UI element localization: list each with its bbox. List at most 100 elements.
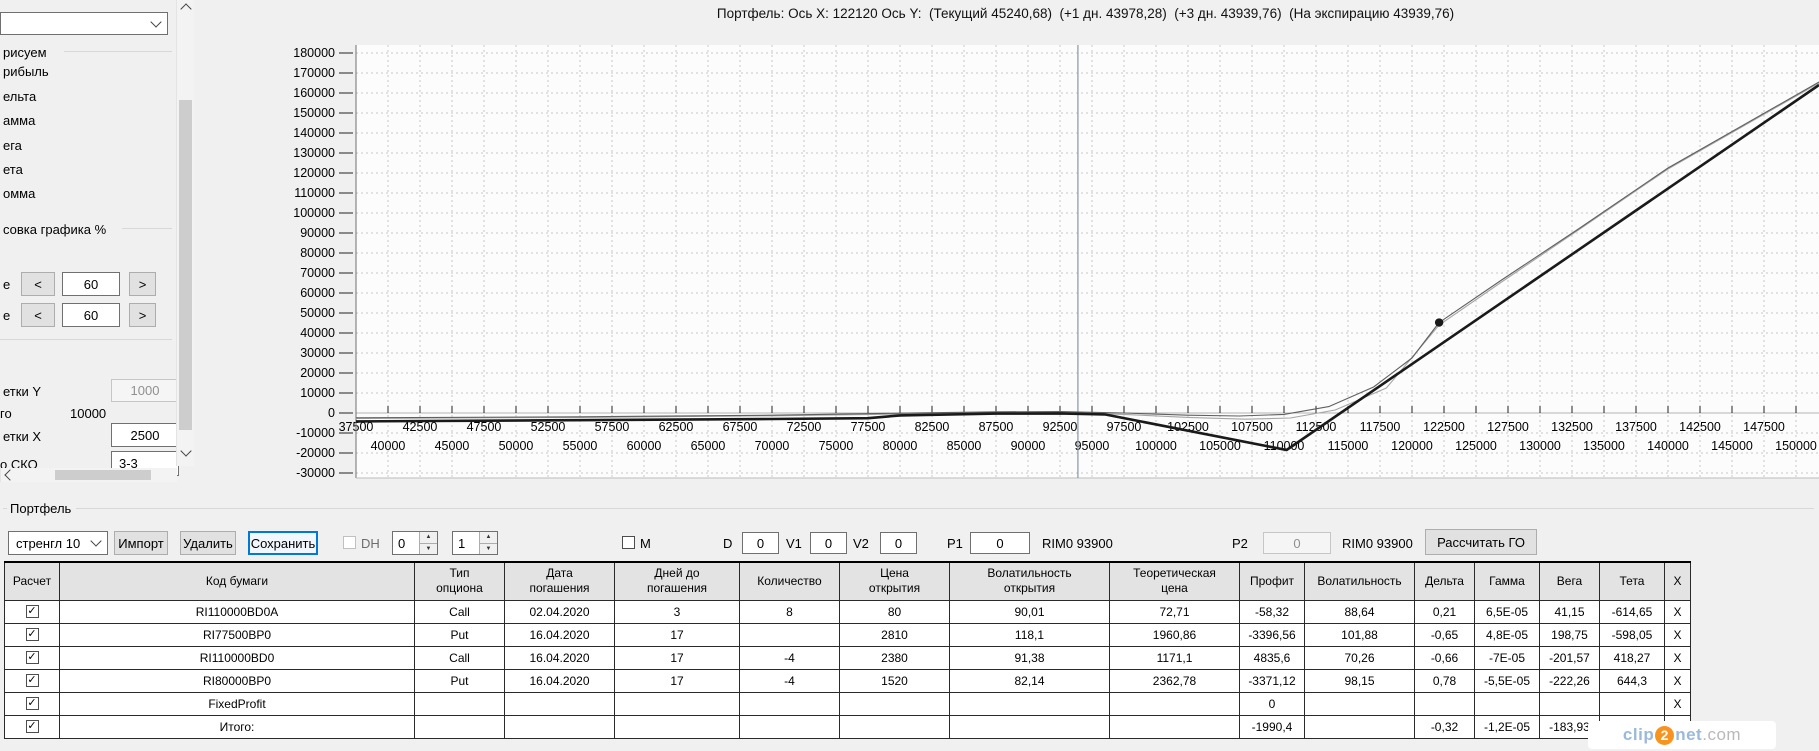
table-cell[interactable]: Call — [414, 645, 505, 670]
scroll-left-icon[interactable] — [1, 468, 16, 482]
table-cell[interactable]: 82,14 — [949, 668, 1110, 693]
draw-item-delta[interactable]: ельта — [3, 89, 37, 104]
calc-go-button[interactable]: Рассчитать ГО — [1425, 529, 1537, 555]
row-checkbox[interactable]: ✓ — [25, 697, 39, 710]
table-cell[interactable]: 644,3 — [1599, 668, 1665, 693]
table-cell[interactable]: 98,15 — [1304, 668, 1415, 693]
table-cell[interactable]: 4 — [739, 622, 840, 647]
table-cell[interactable] — [1109, 691, 1240, 716]
table-cell[interactable] — [1414, 691, 1475, 716]
table-cell[interactable]: 0 — [1239, 691, 1305, 716]
table-cell[interactable] — [839, 714, 950, 739]
table-cell[interactable]: 0,78 — [1414, 668, 1475, 693]
table-cell[interactable]: -0,66 — [1414, 645, 1475, 670]
table-cell[interactable]: 1960,86 — [1109, 622, 1240, 647]
pnl-chart[interactable]: -30000 -20000 -10000 0 10000 20000 30000 40000 5… — [0, 0, 1819, 500]
table-cell[interactable]: -222,26 — [1539, 668, 1600, 693]
save-button[interactable]: Сохранить — [248, 531, 318, 555]
checkbox-cell[interactable]: ✓ — [4, 691, 60, 716]
table-cell[interactable]: -1,2E-05 — [1474, 714, 1540, 739]
scroll-down-icon[interactable] — [177, 445, 194, 460]
grid-x-input[interactable]: 2500 — [111, 423, 179, 447]
table-cell[interactable] — [504, 714, 615, 739]
draw-type-combobox[interactable] — [0, 12, 168, 35]
remove-row-button[interactable]: X — [1664, 691, 1691, 716]
table-cell[interactable] — [1599, 691, 1665, 716]
table-cell[interactable]: 16.04.2020 — [504, 668, 615, 693]
table-cell[interactable]: 1171,1 — [1109, 645, 1240, 670]
table-cell[interactable]: 16.04.2020 — [504, 622, 615, 647]
scale1-increase-button[interactable]: > — [129, 272, 156, 296]
table-cell[interactable]: -3396,56 — [1239, 622, 1305, 647]
table-cell[interactable]: Put — [414, 668, 505, 693]
table-cell[interactable]: Итого: — [59, 714, 415, 739]
table-cell[interactable]: 4835,6 — [1239, 645, 1305, 670]
table-cell[interactable]: Call — [414, 599, 505, 624]
sidebar-vscrollbar[interactable] — [176, 0, 194, 466]
table-cell[interactable]: FixedProfit — [59, 691, 415, 716]
table-cell[interactable]: 70,26 — [1304, 645, 1415, 670]
remove-row-button[interactable]: X — [1664, 668, 1691, 693]
scale1-decrease-button[interactable]: < — [21, 272, 55, 296]
table-cell[interactable] — [739, 714, 840, 739]
checkbox-cell[interactable]: ✓ — [4, 622, 60, 647]
checkbox-cell[interactable]: ✓ — [4, 645, 60, 670]
table-cell[interactable]: -58,32 — [1239, 599, 1305, 624]
scale2-increase-button[interactable]: > — [129, 303, 156, 327]
table-cell[interactable] — [949, 714, 1110, 739]
table-cell[interactable]: 1520 — [839, 668, 950, 693]
remove-row-button[interactable]: X — [1664, 599, 1691, 624]
table-cell[interactable]: 41,15 — [1539, 599, 1600, 624]
delete-button[interactable]: Удалить — [180, 531, 236, 555]
table-cell[interactable] — [1304, 691, 1415, 716]
table-cell[interactable]: -1990,4 — [1239, 714, 1305, 739]
table-cell[interactable]: 17 — [614, 668, 740, 693]
row-checkbox[interactable]: ✓ — [25, 605, 39, 618]
table-cell[interactable]: 16.04.2020 — [504, 645, 615, 670]
strategy-combobox[interactable]: стренгл 10 — [8, 531, 108, 555]
draw-item-theta[interactable]: ета — [3, 162, 23, 177]
table-cell[interactable]: -4 — [739, 645, 840, 670]
draw-item-profit[interactable]: рибыль — [3, 64, 49, 79]
table-cell[interactable] — [839, 691, 950, 716]
table-cell[interactable]: 17 — [614, 622, 740, 647]
table-cell[interactable] — [504, 691, 615, 716]
table-cell[interactable] — [1304, 714, 1415, 739]
spin2-stepper[interactable]: 1 ▲ ▼ — [452, 531, 498, 555]
sidebar-hscrollbar[interactable] — [0, 468, 177, 482]
table-cell[interactable]: -201,57 — [1539, 645, 1600, 670]
table-cell[interactable] — [414, 714, 505, 739]
table-cell[interactable]: -614,65 — [1599, 599, 1665, 624]
checkbox-cell[interactable]: ✓ — [4, 714, 60, 739]
draw-item-vega[interactable]: ега — [3, 138, 22, 153]
table-cell[interactable]: -4 — [739, 668, 840, 693]
table-cell[interactable]: 72,71 — [1109, 599, 1240, 624]
table-cell[interactable]: 0,21 — [1414, 599, 1475, 624]
dh-checkbox[interactable] — [343, 536, 356, 549]
checkbox-cell[interactable]: ✓ — [4, 599, 60, 624]
table-cell[interactable]: 17 — [614, 645, 740, 670]
vscroll-thumb[interactable] — [179, 100, 192, 430]
table-cell[interactable]: 2362,78 — [1109, 668, 1240, 693]
table-cell[interactable]: 80 — [839, 599, 950, 624]
table-cell[interactable]: -0,32 — [1414, 714, 1475, 739]
row-checkbox[interactable]: ✓ — [25, 651, 39, 664]
table-cell[interactable] — [949, 691, 1110, 716]
table-cell[interactable]: -0,65 — [1414, 622, 1475, 647]
table-cell[interactable]: RI110000BD0A — [59, 599, 415, 624]
table-cell[interactable] — [414, 691, 505, 716]
table-cell[interactable]: 118,1 — [949, 622, 1110, 647]
row-checkbox[interactable]: ✓ — [25, 720, 39, 733]
scale1-value-input[interactable]: 60 — [62, 272, 120, 296]
m-checkbox[interactable] — [622, 536, 635, 549]
table-cell[interactable]: RI110000BD0 — [59, 645, 415, 670]
row-checkbox[interactable]: ✓ — [25, 628, 39, 641]
import-button[interactable]: Импорт — [114, 531, 168, 555]
table-cell[interactable]: -5,5E-05 — [1474, 668, 1540, 693]
v2-input[interactable]: 0 — [880, 532, 917, 554]
table-cell[interactable] — [1109, 714, 1240, 739]
table-cell[interactable]: 8 — [739, 599, 840, 624]
table-cell[interactable]: 2810 — [839, 622, 950, 647]
row-checkbox[interactable]: ✓ — [25, 674, 39, 687]
table-cell[interactable]: 101,88 — [1304, 622, 1415, 647]
